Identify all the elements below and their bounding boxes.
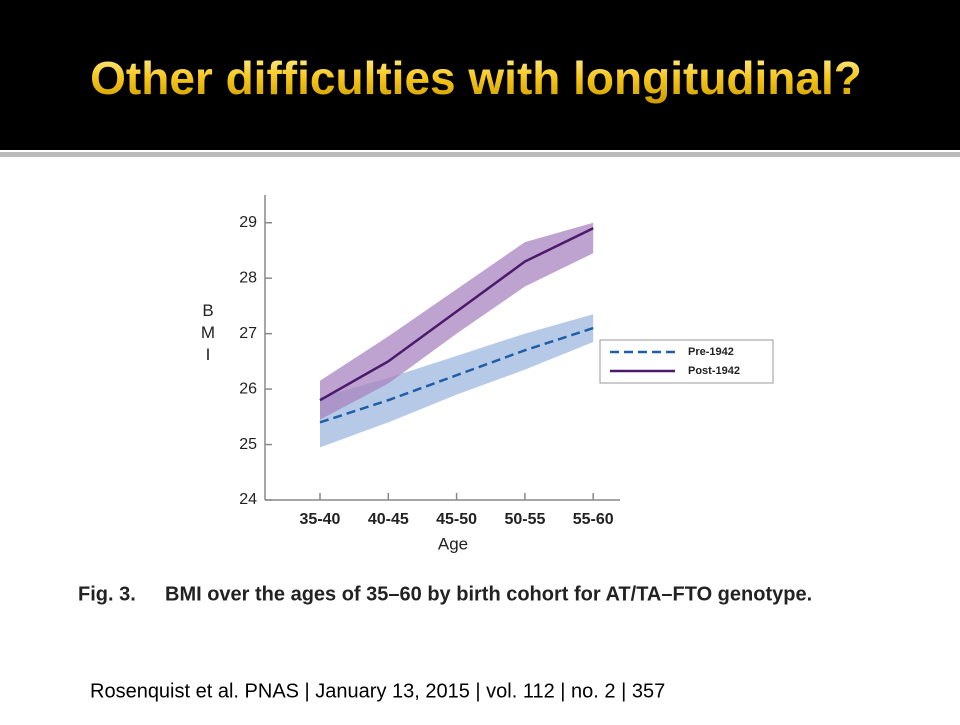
chart: 24 25 26 27 28 29 35-40 40-45 45-50 50-55 55-60 Age… — [201, 195, 774, 553]
x-tick-label: 50-55 — [504, 511, 545, 528]
y-tick-label: 28 — [239, 269, 257, 286]
x-tick-label: 35-40 — [300, 511, 341, 528]
citation: Rosenquist et al. PNAS | January 13, 201… — [90, 680, 665, 702]
y-tick-label: 29 — [239, 214, 257, 231]
y-tick-label: 25 — [239, 436, 257, 453]
legend-label: Pre-1942 — [688, 346, 734, 358]
x-tick-label: 55-60 — [573, 511, 614, 528]
x-tick-label: 40-45 — [368, 511, 409, 528]
caption-label: Fig. 3. — [78, 583, 136, 605]
x-tick-label: 45-50 — [436, 511, 477, 528]
y-tick-label: 26 — [239, 380, 257, 397]
legend-label: Post-1942 — [688, 365, 740, 377]
header-bar — [0, 0, 960, 150]
series-line — [319, 326, 594, 424]
legend-box — [599, 339, 774, 384]
y-tick-label: 24 — [239, 491, 257, 508]
confidence-band — [320, 314, 594, 448]
series-line — [319, 227, 594, 402]
caption-text: BMI over the ages of 35–60 by birth coho… — [165, 583, 812, 605]
x-axis-label: Age — [438, 534, 468, 553]
confidence-band — [320, 222, 594, 420]
slide-title: Other difficulties with longitudinal? — [90, 52, 862, 104]
y-tick-label: 27 — [239, 325, 257, 342]
header-rule — [0, 152, 960, 157]
